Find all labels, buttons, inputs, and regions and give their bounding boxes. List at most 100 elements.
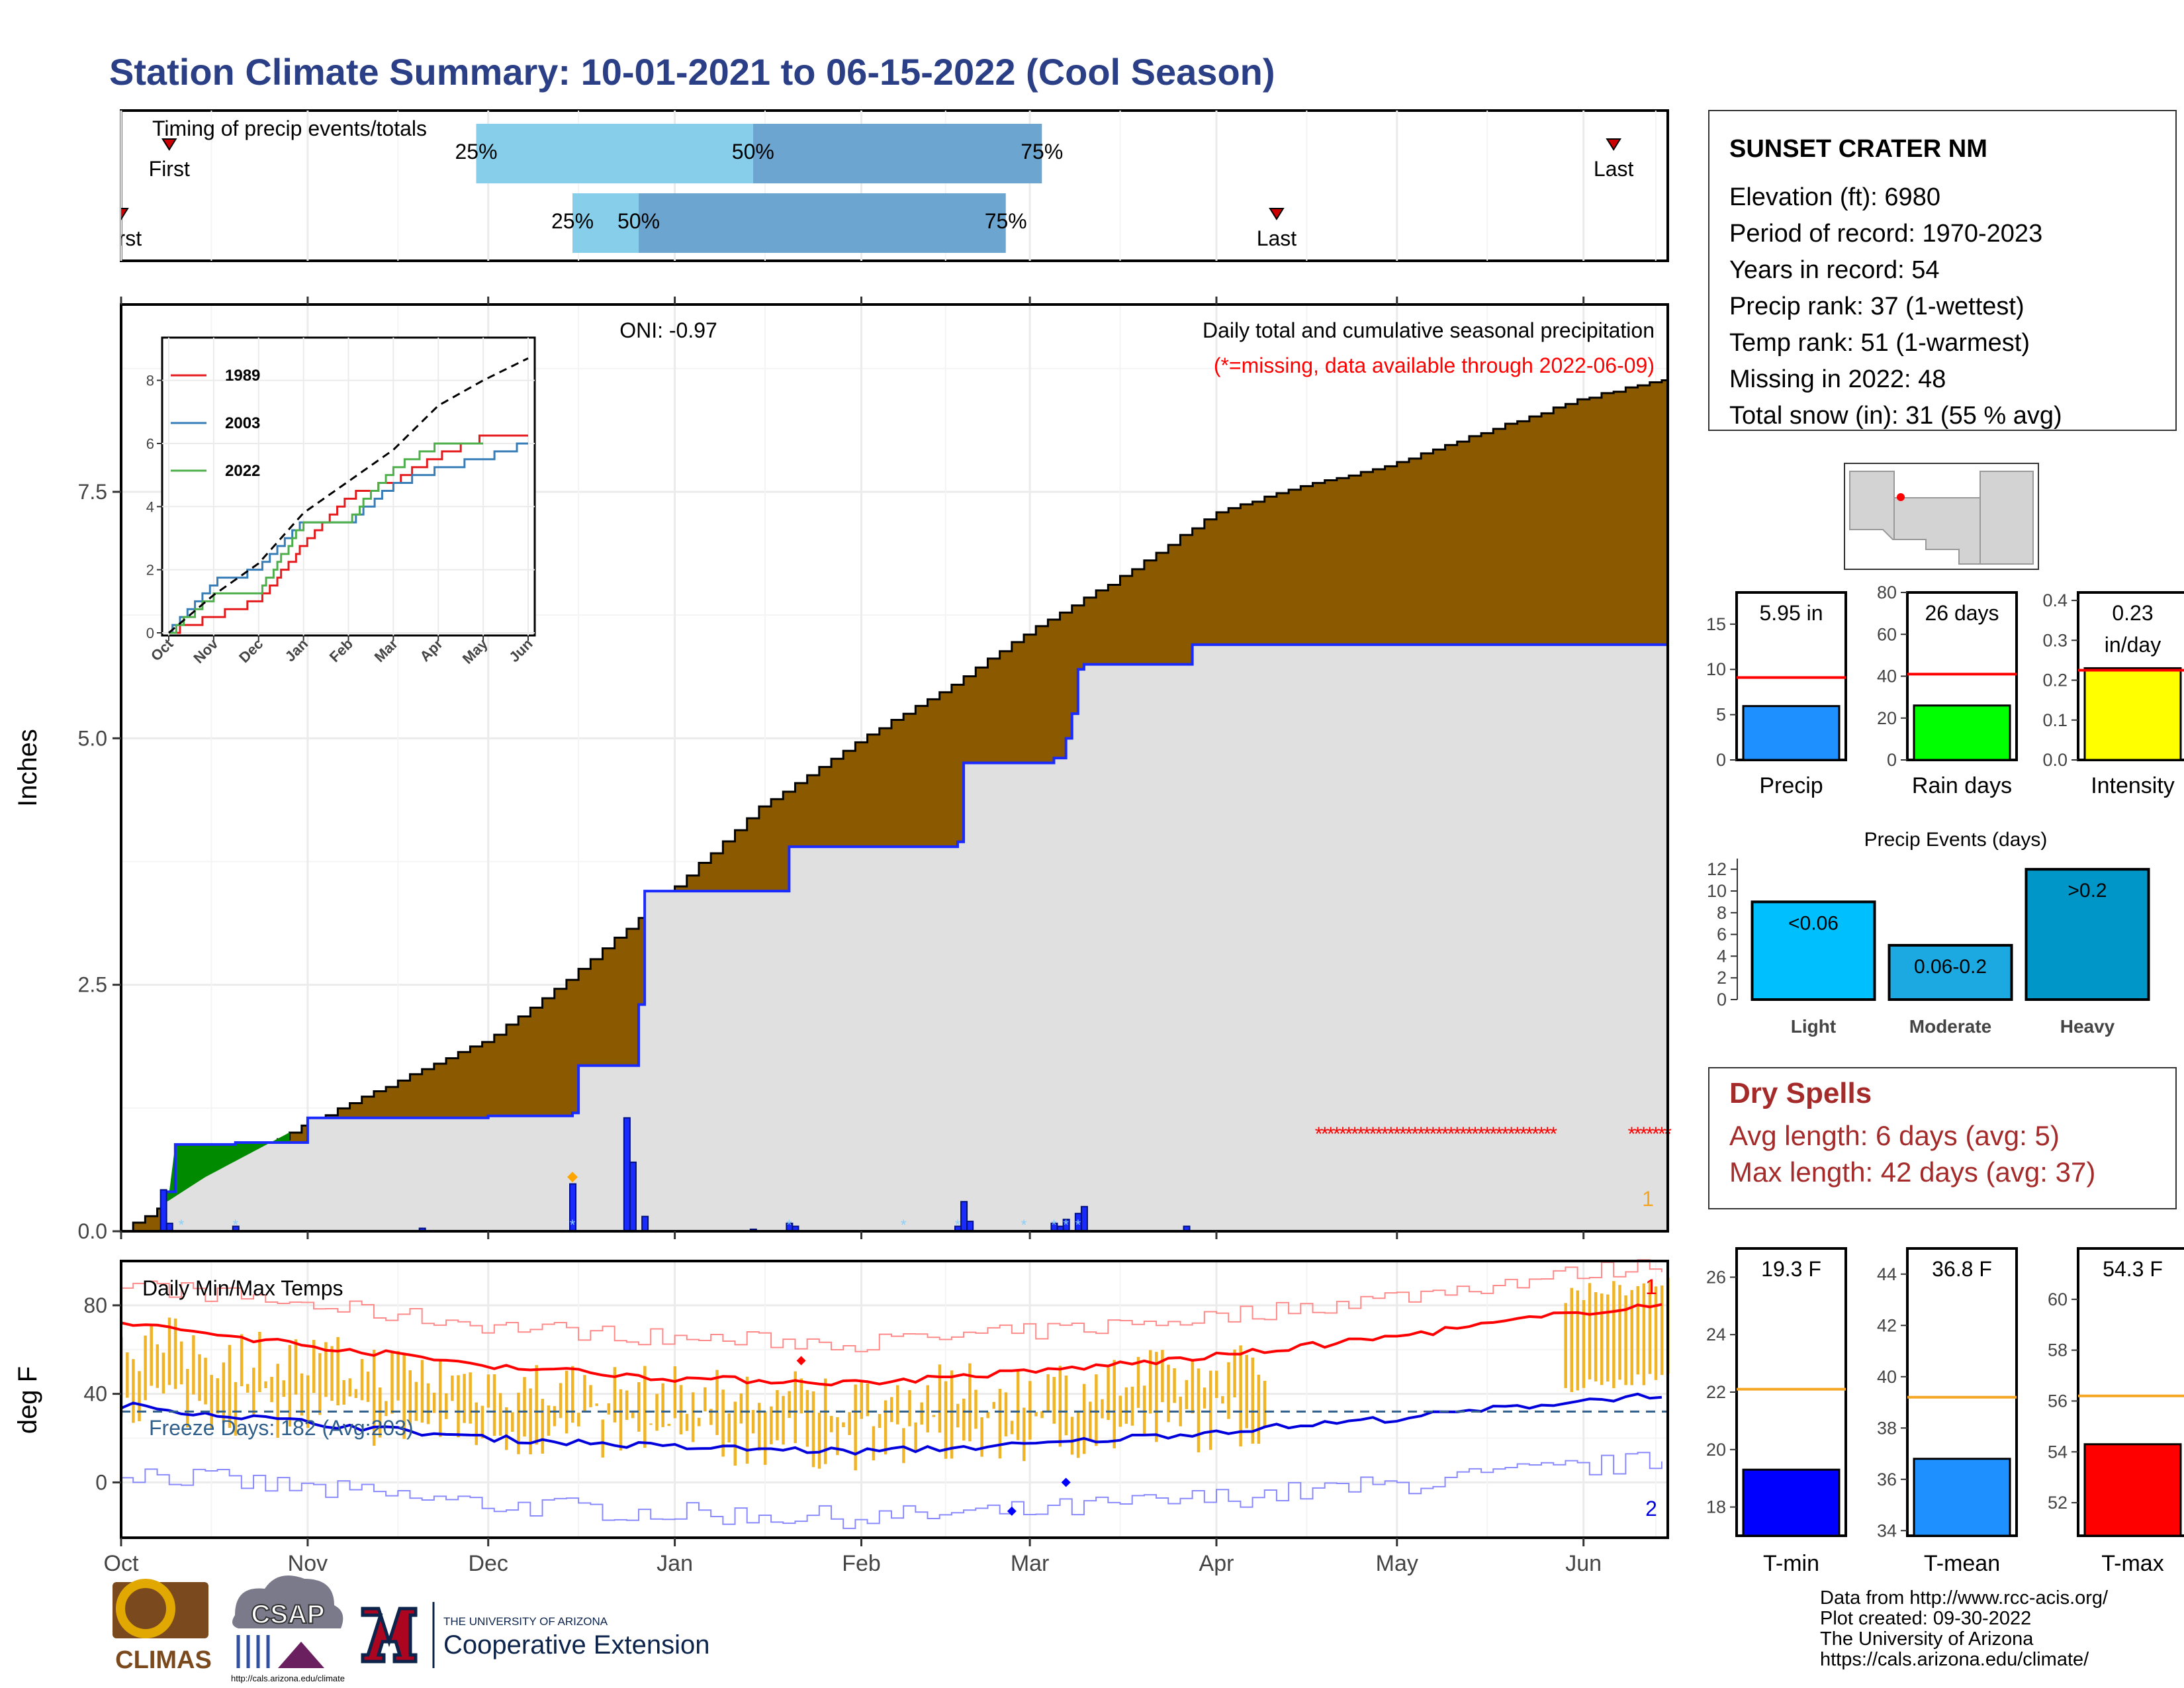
climas-logo-text: CLIMAS — [115, 1646, 212, 1674]
station-lines: Elevation (ft): 6980 Period of record: 19… — [1729, 183, 2062, 430]
daily-temp-bar — [704, 1387, 707, 1412]
daily-temp-bar — [306, 1375, 310, 1429]
daily-temp-bar — [167, 1317, 171, 1385]
daily-temp-bar — [173, 1318, 177, 1389]
daily-temp-bar — [1606, 1294, 1610, 1382]
daily-temp-bar — [385, 1401, 388, 1417]
daily-temp-bar — [1636, 1286, 1640, 1375]
temp-frame — [120, 1260, 1669, 1539]
timing-p25-label: 25% — [551, 209, 594, 233]
station-line: Years in record: 54 — [1729, 256, 1940, 284]
daily-temp-bar — [1167, 1364, 1170, 1423]
daily-temp-bar — [697, 1417, 701, 1427]
credit-line: https://cals.arizona.edu/climate/ — [1820, 1649, 2089, 1670]
events-tick-label: 8 — [1717, 903, 1727, 923]
event-bar-label: 0.06-0.2 — [1914, 956, 1987, 978]
daily-temp-bar — [1089, 1401, 1092, 1440]
daily-temp-bar — [1257, 1374, 1261, 1444]
daily-precip-bar — [623, 1117, 631, 1232]
missing-mark: * — [1363, 1123, 1371, 1145]
inset-y-tick-label: 0 — [146, 625, 154, 641]
daily-temp-bar — [1208, 1370, 1212, 1450]
daily-temp-bar — [661, 1383, 664, 1427]
inset-legend-label: 2003 — [225, 414, 260, 432]
record-high-line — [121, 1259, 1662, 1352]
daily-temp-bar — [535, 1365, 538, 1445]
daily-temp-bar — [721, 1389, 725, 1457]
season-cumulative-line — [121, 643, 1668, 1233]
daily-temp-bar — [1058, 1366, 1062, 1447]
missing-mark: * — [1520, 1123, 1527, 1145]
daily-temp-bar — [492, 1374, 496, 1436]
daily-temp-bar — [691, 1392, 695, 1442]
temp-content — [120, 1259, 1670, 1529]
daily-temp-bar — [920, 1402, 923, 1425]
small-bar-tick-label: 24 — [1706, 1325, 1726, 1344]
daily-precip-bar — [641, 1215, 649, 1232]
small-bar-value-label: 5.95 in — [1759, 601, 1823, 625]
credit-line: The University of Arizona — [1820, 1628, 2034, 1650]
daily-temp-bar — [1185, 1380, 1189, 1409]
small-bar-tick-label: 40 — [1877, 1367, 1897, 1387]
month-tick-label: Apr — [1199, 1551, 1234, 1576]
daily-temp-bar — [1101, 1399, 1104, 1419]
daily-temp-bar — [1130, 1386, 1134, 1426]
temp-y-axis: 0 40 80 — [83, 1293, 121, 1494]
snow-marker: * — [1051, 1217, 1057, 1233]
missing-mark: * — [1525, 1123, 1533, 1145]
daily-temp-bar — [1245, 1354, 1248, 1429]
daily-temp-bar — [571, 1366, 574, 1423]
timing-first-label: First — [101, 226, 142, 250]
small-bar-value-label: 26 days — [1925, 601, 1999, 625]
small-bar-tick-label: 44 — [1877, 1264, 1897, 1284]
precip-y-label: Inches — [13, 729, 42, 807]
event-axis-label: Light — [1791, 1016, 1836, 1037]
daily-temp-bar — [1004, 1392, 1008, 1436]
daily-temp-bar — [956, 1403, 960, 1428]
daily-temp-bar — [132, 1359, 135, 1423]
daily-temp-bar — [986, 1411, 989, 1419]
timing-bar-50-75 — [639, 193, 1006, 253]
missing-mark: * — [1471, 1123, 1479, 1145]
daily-temp-bar — [619, 1389, 623, 1451]
climas-logo: CLIMAS — [113, 1579, 212, 1674]
daily-temp-bar — [1064, 1375, 1068, 1436]
daily-temp-bar — [565, 1370, 569, 1434]
small-bar-tick-label: 10 — [1706, 659, 1726, 679]
daily-temp-bar — [438, 1360, 442, 1437]
logo-extension-text: Cooperative Extension — [443, 1630, 709, 1660]
daily-temp-bar — [234, 1382, 238, 1436]
daily-temp-bar — [811, 1391, 815, 1468]
freeze-days-label: Freeze Days: 182 (Avg:203) — [149, 1416, 414, 1440]
small-bar-chart: 18 20 22 24 26 19.3 F T-min — [1706, 1247, 1847, 1576]
precip-y-axis: 0.0 2.5 5.0 7.5 — [78, 297, 1585, 1243]
temp-y-tick-label: 40 — [83, 1382, 107, 1406]
precip-y-tick-label: 2.5 — [78, 973, 107, 997]
season-temp-bars: 18 20 22 24 26 19.3 F T-min 34 36 38 40 42 44 36.8 F T… — [1706, 1247, 2184, 1576]
missing-mark: * — [1435, 1123, 1443, 1145]
daily-temp-bar — [896, 1385, 899, 1425]
missing-mark: * — [1537, 1123, 1545, 1145]
small-bar-value — [1742, 1468, 1841, 1537]
small-bar-chart: 0.0 0.1 0.2 0.3 0.4 0.23 in/day Intensity — [2042, 590, 2184, 798]
daily-temp-bar — [974, 1389, 978, 1429]
timing-p25-label: 25% — [455, 140, 497, 164]
inset-y-tick-label: 8 — [146, 373, 154, 389]
daily-temp-bar — [1227, 1362, 1230, 1419]
daily-temp-bar — [426, 1383, 430, 1425]
daily-temp-bar — [511, 1412, 514, 1432]
daily-temp-bar — [1570, 1288, 1574, 1392]
missing-mark: * — [1423, 1123, 1431, 1145]
missing-mark: * — [1640, 1123, 1648, 1145]
daily-temp-bar — [589, 1385, 592, 1407]
snow-marker: * — [232, 1217, 238, 1233]
daily-temp-bar — [968, 1363, 972, 1442]
logo-university-text: THE UNIVERSITY OF ARIZONA — [443, 1615, 608, 1628]
daily-temp-bar — [210, 1374, 213, 1430]
missing-mark: * — [1321, 1123, 1329, 1145]
daily-temp-bar — [1028, 1381, 1032, 1440]
missing-mark: * — [1339, 1123, 1347, 1145]
csap-logo: CSAP http://cals.arizona.edu/climate — [231, 1575, 345, 1683]
record-low-marker — [1007, 1506, 1017, 1516]
temp-background — [121, 1261, 1668, 1538]
